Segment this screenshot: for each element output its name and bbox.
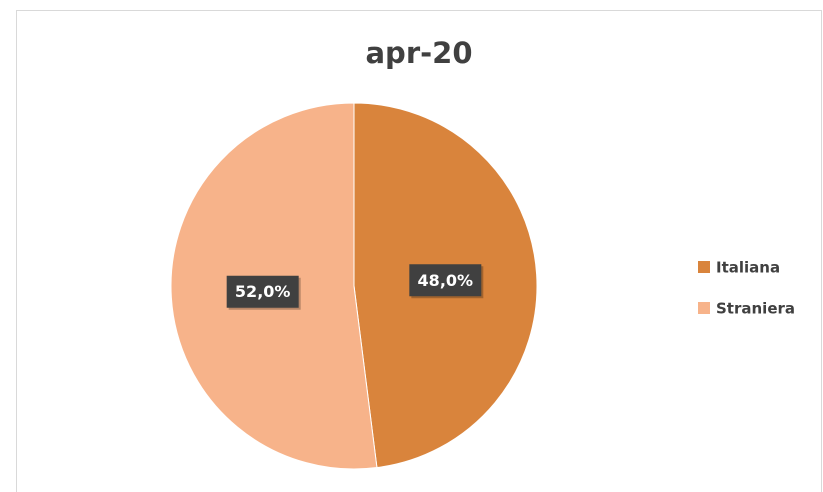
- legend-label: Italiana: [716, 259, 780, 277]
- data-label: 52,0%: [235, 282, 291, 301]
- legend-swatch: [698, 261, 710, 273]
- legend-label: Straniera: [716, 300, 795, 318]
- data-label: 48,0%: [418, 271, 474, 290]
- chart-title: apr-20: [365, 36, 472, 70]
- legend-swatch: [698, 302, 710, 314]
- data-label-box: [409, 264, 482, 297]
- data-label-box: [226, 275, 299, 308]
